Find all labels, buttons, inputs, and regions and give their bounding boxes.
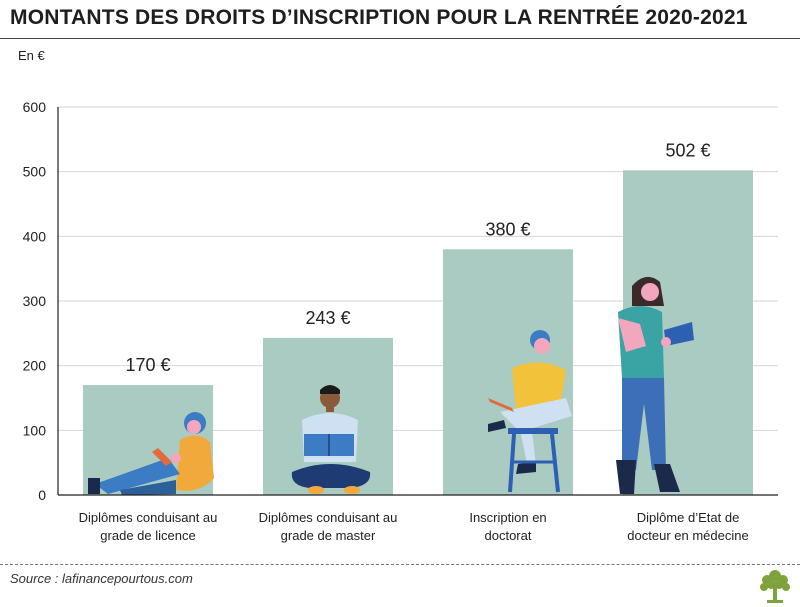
student-reading-standing-illustration	[616, 276, 694, 494]
student-reading-sitting-illustration	[88, 412, 214, 495]
value-label: 502 €	[665, 140, 710, 160]
category-label: Diplômes conduisant au	[79, 510, 218, 525]
category-label: grade de licence	[100, 528, 195, 543]
title-divider	[0, 38, 800, 39]
student-reading-crosslegged-illustration	[291, 385, 371, 494]
student-illustrations	[88, 276, 694, 495]
y-tick-labels: 0 100 200 300 400 500 600	[23, 99, 47, 503]
source-note: Source : lafinancepourtous.com	[10, 571, 193, 586]
category-label: Diplôme d’Etat de	[637, 510, 740, 525]
category-label: Diplômes conduisant au	[259, 510, 398, 525]
y-tick-label: 0	[38, 487, 46, 503]
chart-title: MONTANTS DES DROITS D’INSCRIPTION POUR L…	[10, 6, 748, 29]
y-tick-label: 100	[23, 422, 47, 438]
y-tick-label: 400	[23, 228, 47, 244]
value-label: 243 €	[305, 308, 350, 328]
y-tick-label: 300	[23, 293, 47, 309]
category-label: grade de master	[281, 528, 376, 543]
y-axis-unit: En €	[18, 48, 45, 63]
y-tick-label: 200	[23, 358, 47, 374]
category-labels: Diplômes conduisant au grade de licence Di…	[79, 510, 749, 543]
y-tick-label: 500	[23, 164, 47, 180]
value-label: 170 €	[125, 355, 170, 375]
tree-logo-icon	[760, 570, 790, 603]
bar-chart: 0 100 200 300 400 500 600	[23, 99, 778, 543]
category-label: docteur en médecine	[627, 528, 748, 543]
student-reading-stool-illustration	[488, 330, 572, 493]
value-labels: 170 € 243 € 380 € 502 €	[125, 140, 710, 375]
y-tick-label: 600	[23, 99, 47, 115]
category-label: Inscription en	[469, 510, 546, 525]
category-label: doctorat	[485, 528, 532, 543]
value-label: 380 €	[485, 219, 530, 239]
footer-divider	[0, 564, 800, 565]
